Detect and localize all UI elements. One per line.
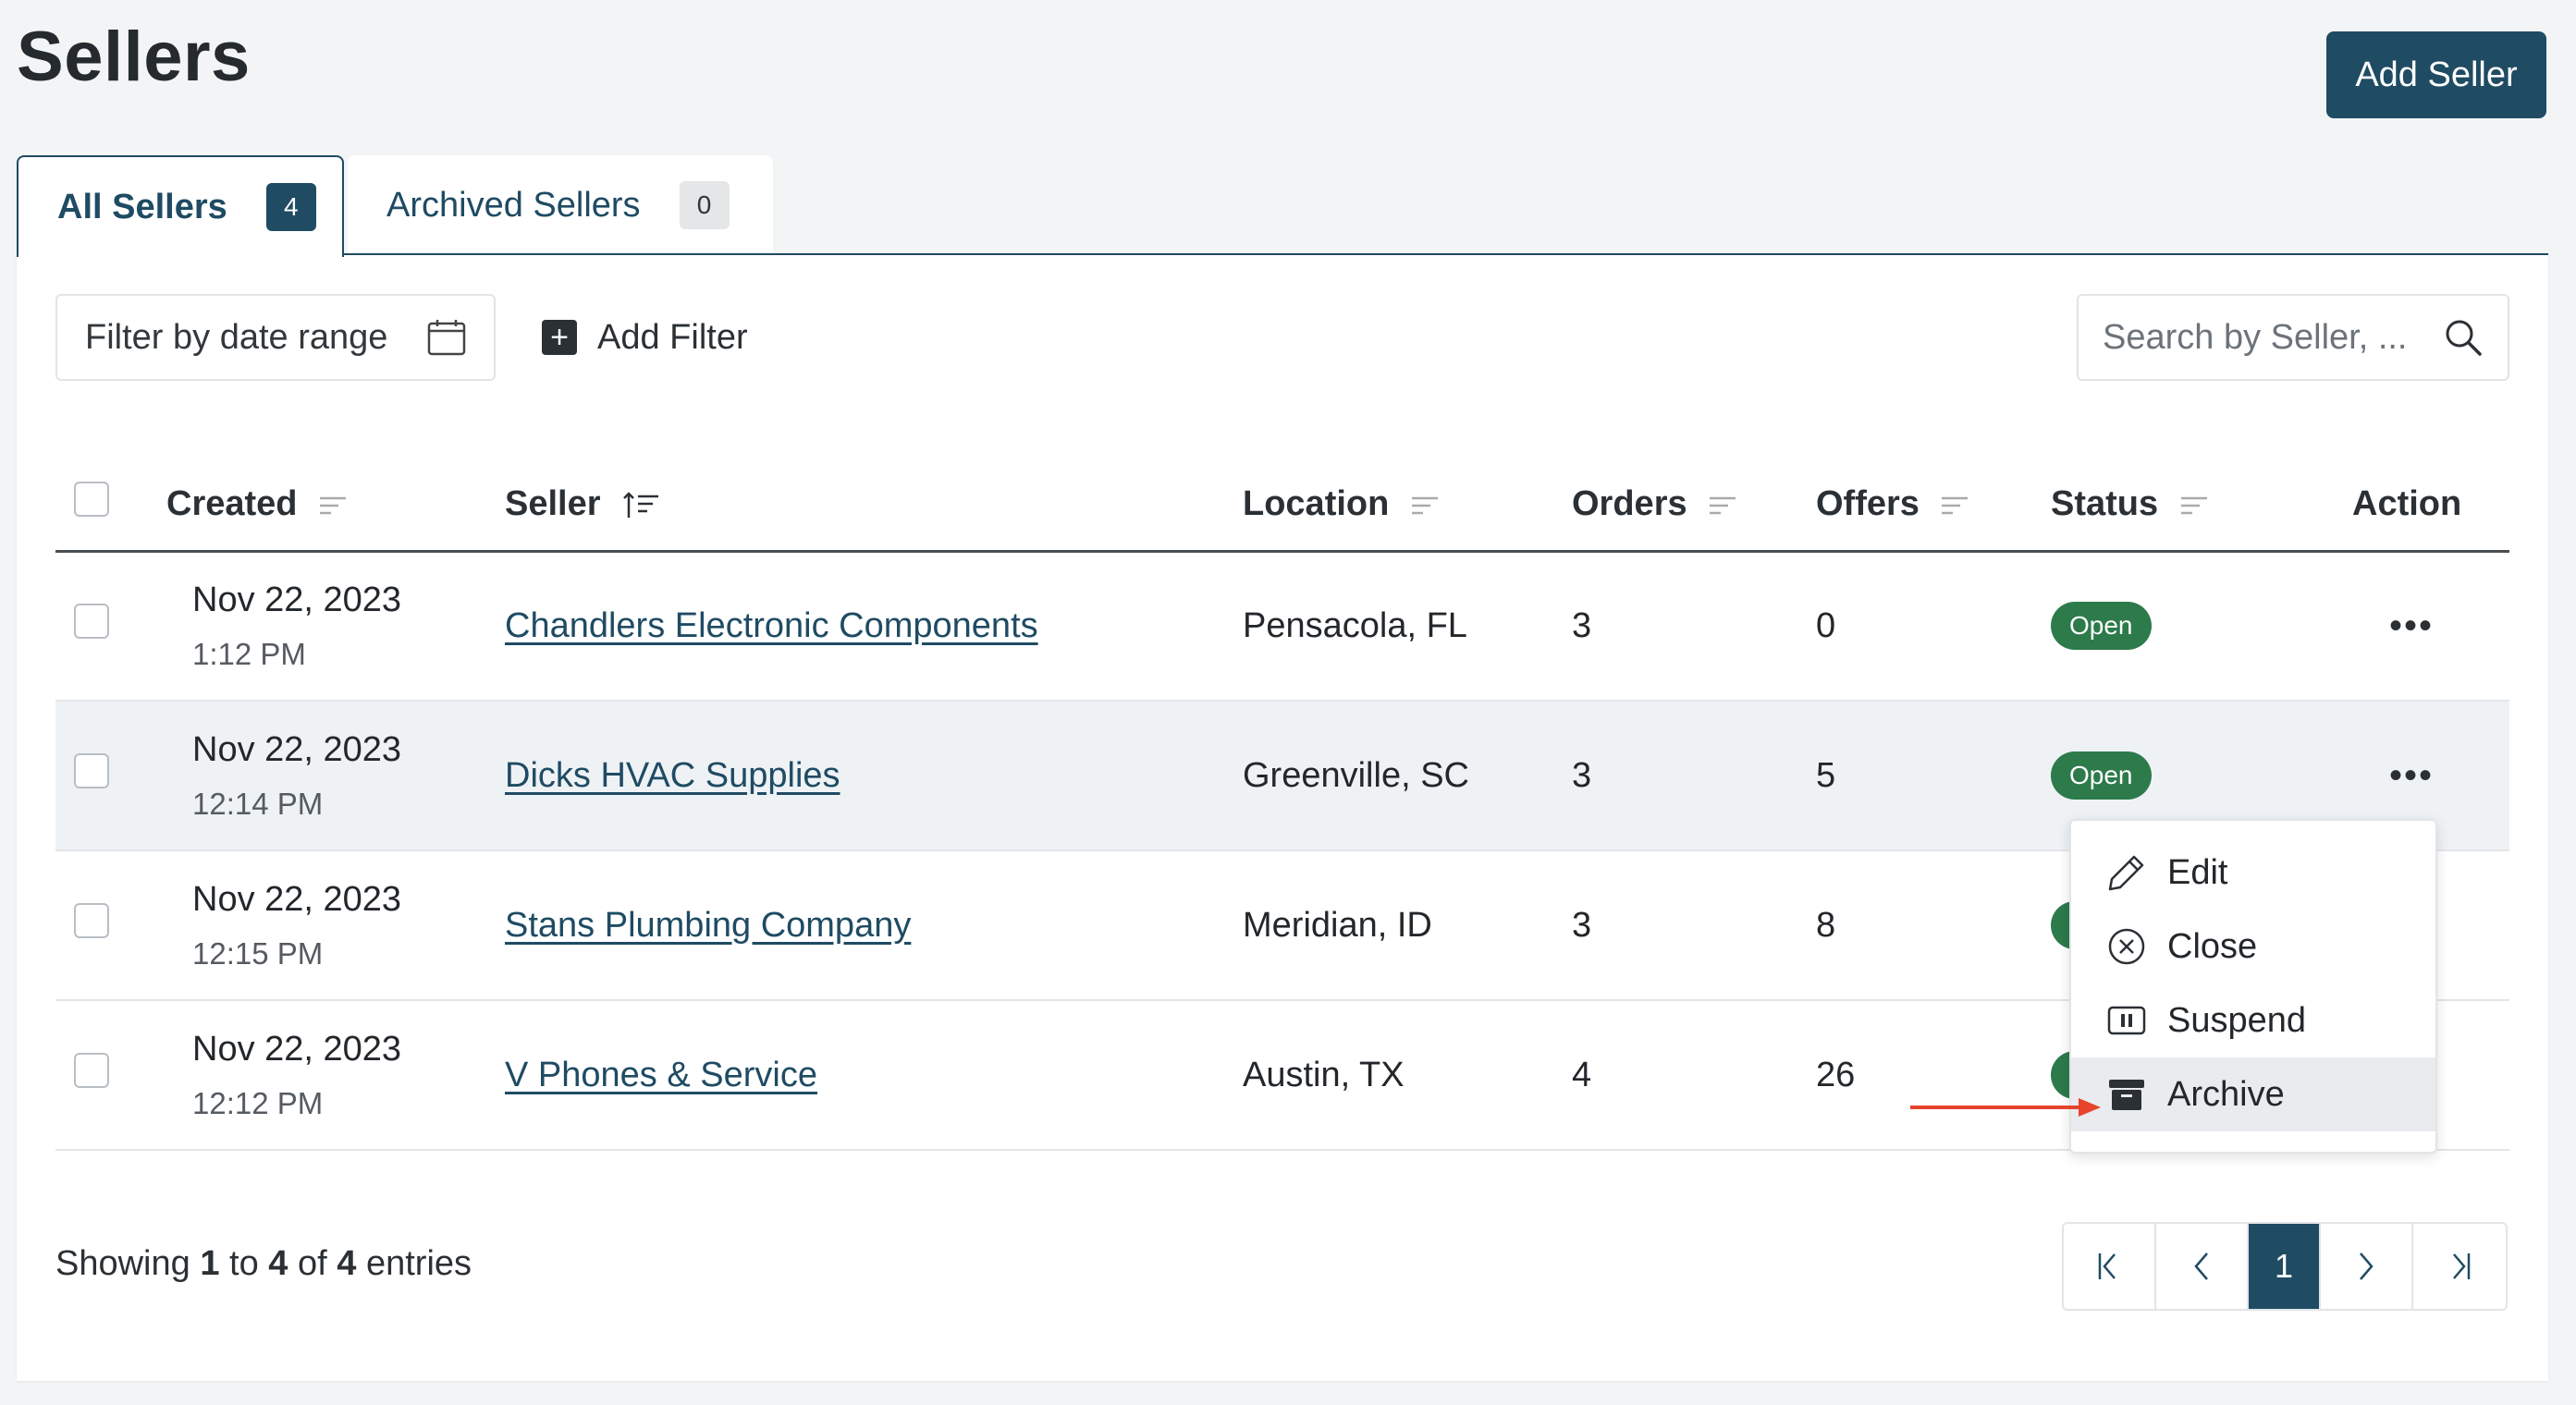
pencil-icon <box>2108 855 2144 891</box>
more-actions-icon[interactable]: ••• <box>2389 605 2435 646</box>
offers-cell: 8 <box>1816 905 1836 945</box>
row-checkbox[interactable] <box>74 604 109 640</box>
menu-item-archive[interactable]: Archive <box>2071 1057 2435 1131</box>
orders-cell: 3 <box>1572 755 1592 795</box>
created-date: Nov 22, 2023 <box>192 580 402 619</box>
seller-link[interactable]: Chandlers Electronic Components <box>505 605 1038 645</box>
column-header-action: Action <box>2352 483 2462 523</box>
plus-icon: + <box>542 320 577 355</box>
created-time: 12:15 PM <box>192 935 324 971</box>
column-header-orders[interactable]: Orders <box>1572 458 1816 551</box>
previous-page-button[interactable] <box>2156 1224 2249 1309</box>
status-badge: Open <box>2051 751 2152 800</box>
offers-cell: 26 <box>1816 1055 1856 1094</box>
column-header-seller[interactable]: Seller <box>505 458 1243 551</box>
filter-lines-icon <box>320 496 347 514</box>
tab-label: Archived Sellers <box>386 185 641 225</box>
annotation-arrow-icon <box>1910 1098 2101 1117</box>
pagination: 1 <box>2062 1222 2508 1311</box>
menu-item-edit[interactable]: Edit <box>2071 836 2435 910</box>
last-page-icon <box>2453 1253 2471 1279</box>
filter-lines-icon <box>1710 496 1736 514</box>
orders-cell: 4 <box>1572 1055 1592 1094</box>
menu-item-close[interactable]: Close <box>2071 910 2435 984</box>
column-header-location[interactable]: Location <box>1243 458 1572 551</box>
circle-x-icon <box>2108 928 2145 965</box>
offers-cell: 0 <box>1816 605 1836 645</box>
pause-box-icon <box>2107 1006 2146 1035</box>
search-field[interactable] <box>2077 294 2509 381</box>
search-input[interactable] <box>2103 317 2417 358</box>
filter-lines-icon <box>1411 496 1438 514</box>
status-badge: Open <box>2051 602 2152 651</box>
tab-archived-sellers[interactable]: Archived Sellers 0 <box>348 155 773 255</box>
location-cell: Greenville, SC <box>1243 755 1469 795</box>
created-date: Nov 22, 2023 <box>192 729 402 769</box>
seller-link[interactable]: V Phones & Service <box>505 1055 817 1094</box>
first-page-icon <box>2098 1253 2116 1279</box>
created-time: 12:14 PM <box>192 786 324 821</box>
offers-cell: 5 <box>1816 755 1836 795</box>
calendar-icon <box>427 320 466 356</box>
search-icon <box>2446 320 2482 356</box>
sort-ascending-icon <box>623 491 659 518</box>
select-all-checkbox[interactable] <box>74 482 109 518</box>
chevron-left-icon <box>2194 1252 2208 1280</box>
count-badge: 0 <box>679 181 730 229</box>
first-page-button[interactable] <box>2064 1224 2156 1309</box>
created-time: 1:12 PM <box>192 636 306 671</box>
next-page-button[interactable] <box>2321 1224 2413 1309</box>
location-cell: Meridian, ID <box>1243 905 1432 945</box>
page-number-button[interactable]: 1 <box>2249 1224 2321 1309</box>
table-row: Nov 22, 2023 1:12 PM Chandlers Electronic… <box>55 551 2509 701</box>
column-header-status[interactable]: Status <box>2051 458 2337 551</box>
chevron-right-icon <box>2360 1252 2374 1280</box>
count-badge: 4 <box>265 183 316 231</box>
location-cell: Austin, TX <box>1243 1055 1405 1094</box>
seller-link[interactable]: Stans Plumbing Company <box>505 905 912 945</box>
date-range-filter[interactable]: Filter by date range <box>55 294 496 381</box>
sellers-panel: Filter by date range + Add Filter Create… <box>17 253 2548 1381</box>
add-seller-button[interactable]: Add Seller <box>2326 31 2546 118</box>
date-range-label: Filter by date range <box>85 317 388 357</box>
orders-cell: 3 <box>1572 905 1592 945</box>
filter-lines-icon <box>2180 496 2207 514</box>
entries-summary: Showing 1 to 4 of 4 entries <box>55 1244 472 1283</box>
tab-all-sellers[interactable]: All Sellers 4 <box>17 155 344 257</box>
table-header: Created Seller Location Orders Offers St… <box>55 458 2509 551</box>
filter-lines-icon <box>1942 496 1969 514</box>
row-checkbox[interactable] <box>74 903 109 938</box>
archive-box-icon <box>2109 1080 2144 1110</box>
created-time: 12:12 PM <box>192 1085 324 1120</box>
column-header-offers[interactable]: Offers <box>1816 458 2051 551</box>
add-filter-label: Add Filter <box>597 317 748 357</box>
row-checkbox[interactable] <box>74 1053 109 1088</box>
more-actions-icon[interactable]: ••• <box>2389 754 2435 796</box>
orders-cell: 3 <box>1572 605 1592 645</box>
page-title: Sellers <box>17 18 251 96</box>
created-date: Nov 22, 2023 <box>192 1029 402 1069</box>
created-date: Nov 22, 2023 <box>192 879 402 919</box>
seller-link[interactable]: Dicks HVAC Supplies <box>505 755 840 795</box>
row-checkbox[interactable] <box>74 753 109 788</box>
tab-label: All Sellers <box>57 187 227 226</box>
row-action-menu: Edit Close Suspend Archive <box>2069 819 2437 1154</box>
menu-item-suspend[interactable]: Suspend <box>2071 984 2435 1057</box>
last-page-button[interactable] <box>2413 1224 2506 1309</box>
column-header-created[interactable]: Created <box>166 458 505 551</box>
location-cell: Pensacola, FL <box>1243 605 1467 645</box>
add-filter-button[interactable]: + Add Filter <box>542 294 748 381</box>
